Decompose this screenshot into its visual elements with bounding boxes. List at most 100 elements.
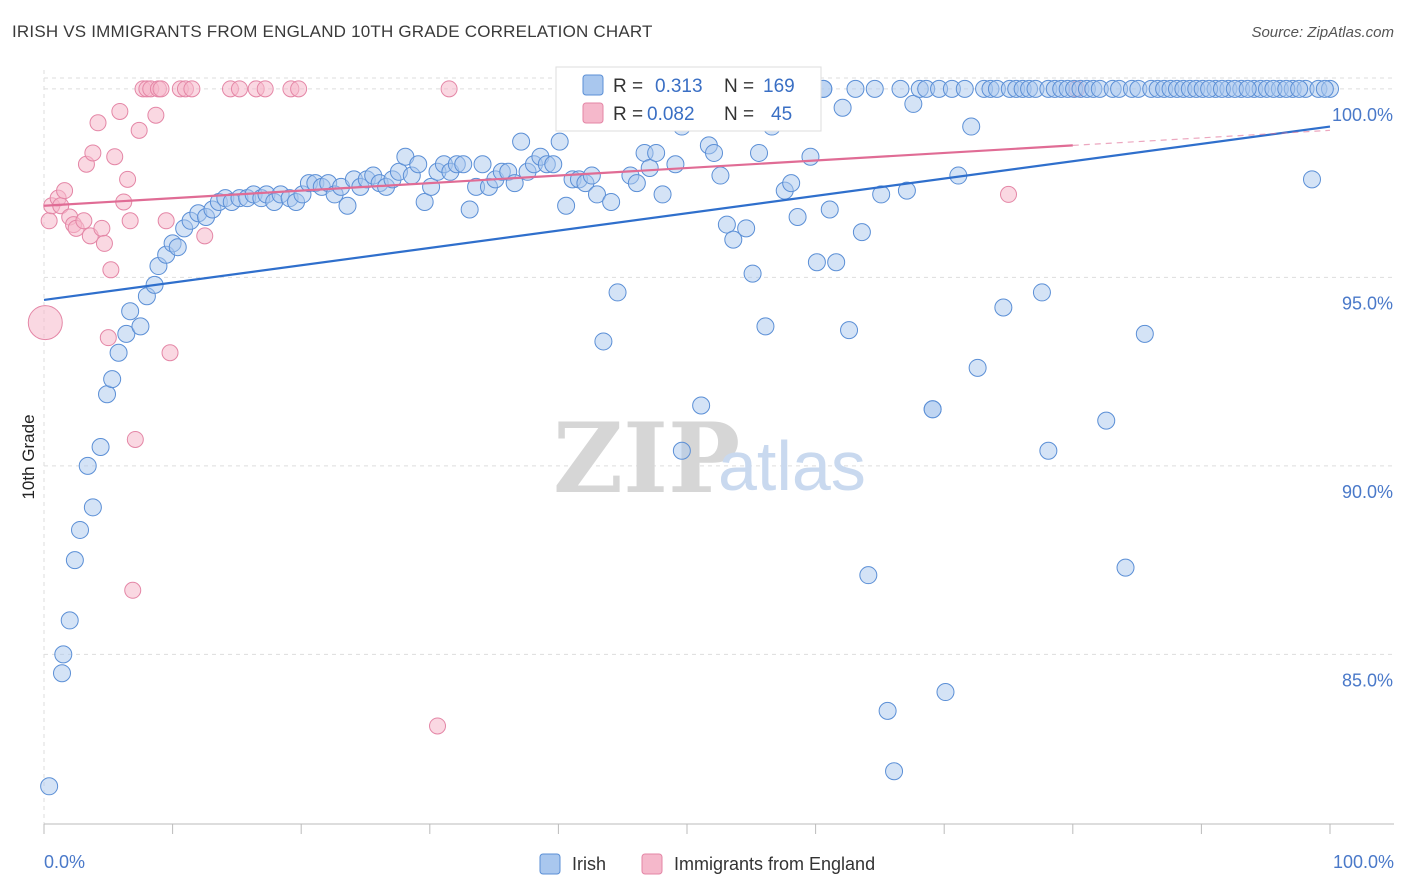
- england-point[interactable]: [290, 80, 308, 98]
- irish-point[interactable]: [788, 208, 807, 227]
- legend-england-swatch[interactable]: [641, 853, 663, 875]
- irish-point[interactable]: [756, 317, 775, 336]
- irish-point[interactable]: [1032, 283, 1051, 302]
- irish-point[interactable]: [885, 762, 904, 781]
- irish-point[interactable]: [647, 143, 666, 162]
- england-point[interactable]: [126, 430, 144, 448]
- irish-point[interactable]: [460, 200, 479, 219]
- england-point[interactable]: [93, 219, 111, 237]
- england-point[interactable]: [1000, 185, 1017, 203]
- irish-point[interactable]: [512, 132, 531, 151]
- england-point[interactable]: [106, 148, 124, 166]
- irish-point[interactable]: [640, 159, 659, 178]
- england-point[interactable]: [196, 227, 214, 245]
- irish-point[interactable]: [473, 155, 492, 174]
- irish-point[interactable]: [454, 155, 473, 174]
- irish-point[interactable]: [1097, 411, 1116, 430]
- irish-point[interactable]: [557, 196, 576, 215]
- irish-point[interactable]: [83, 498, 102, 517]
- irish-point[interactable]: [65, 551, 84, 570]
- irish-point[interactable]: [705, 143, 724, 162]
- legend-irish-swatch[interactable]: [539, 853, 561, 875]
- irish-point[interactable]: [891, 79, 910, 98]
- england-point[interactable]: [152, 80, 170, 98]
- irish-point[interactable]: [109, 343, 128, 362]
- irish-point[interactable]: [78, 456, 97, 475]
- irish-point[interactable]: [582, 166, 601, 185]
- irish-point[interactable]: [98, 385, 117, 404]
- irish-point[interactable]: [121, 302, 140, 321]
- irish-point[interactable]: [840, 321, 859, 340]
- irish-point[interactable]: [807, 253, 826, 272]
- irish-point[interactable]: [962, 117, 981, 136]
- irish-point[interactable]: [872, 185, 891, 204]
- england-point[interactable]: [124, 581, 142, 599]
- england-point[interactable]: [157, 212, 175, 230]
- irish-point[interactable]: [692, 396, 711, 415]
- irish-point[interactable]: [820, 200, 839, 219]
- irish-point[interactable]: [994, 298, 1013, 317]
- england-point[interactable]: [183, 80, 201, 98]
- irish-point[interactable]: [54, 645, 73, 664]
- irish-point[interactable]: [801, 147, 820, 166]
- england-point[interactable]: [89, 114, 107, 132]
- irish-point[interactable]: [750, 143, 769, 162]
- irish-point[interactable]: [833, 98, 852, 117]
- irish-point[interactable]: [827, 253, 846, 272]
- irish-point[interactable]: [782, 174, 801, 193]
- irish-point[interactable]: [852, 223, 871, 242]
- england-point[interactable]: [230, 80, 248, 98]
- england-point[interactable]: [147, 106, 165, 124]
- irish-point[interactable]: [409, 155, 428, 174]
- irish-point[interactable]: [846, 79, 865, 98]
- irish-point[interactable]: [338, 196, 357, 215]
- irish-point[interactable]: [594, 332, 613, 351]
- england-point[interactable]: [119, 170, 137, 188]
- irish-point[interactable]: [672, 441, 691, 460]
- irish-point[interactable]: [711, 166, 730, 185]
- irish-point[interactable]: [544, 155, 563, 174]
- irish-point[interactable]: [550, 132, 569, 151]
- irish-point[interactable]: [131, 317, 150, 336]
- irish-point[interactable]: [717, 215, 736, 234]
- irish-point[interactable]: [1238, 79, 1257, 98]
- england-point[interactable]: [111, 102, 129, 120]
- irish-point[interactable]: [627, 174, 646, 193]
- england-point[interactable]: [440, 80, 458, 98]
- legend-england-label[interactable]: Immigrants from England: [674, 854, 875, 874]
- irish-point[interactable]: [168, 238, 187, 257]
- england-point[interactable]: [84, 144, 102, 162]
- irish-point[interactable]: [865, 79, 884, 98]
- irish-point[interactable]: [1039, 441, 1058, 460]
- irish-point[interactable]: [955, 79, 974, 98]
- irish-point[interactable]: [415, 192, 434, 211]
- irish-point[interactable]: [117, 324, 136, 343]
- irish-point[interactable]: [587, 185, 606, 204]
- irish-point[interactable]: [602, 192, 621, 211]
- england-point[interactable]: [95, 234, 113, 252]
- irish-point[interactable]: [923, 400, 942, 419]
- legend-irish-label[interactable]: Irish: [572, 854, 606, 874]
- irish-point[interactable]: [936, 683, 955, 702]
- irish-point[interactable]: [103, 370, 122, 389]
- irish-point[interactable]: [422, 177, 441, 196]
- england-point[interactable]: [99, 329, 117, 347]
- irish-point[interactable]: [1290, 79, 1309, 98]
- irish-point[interactable]: [1135, 324, 1154, 343]
- irish-point[interactable]: [968, 358, 987, 377]
- irish-point[interactable]: [666, 155, 685, 174]
- irish-point[interactable]: [743, 264, 762, 283]
- irish-point[interactable]: [904, 94, 923, 113]
- england-point[interactable]: [121, 212, 139, 230]
- irish-point[interactable]: [1116, 558, 1135, 577]
- irish-point[interactable]: [40, 777, 59, 796]
- irish-point[interactable]: [653, 185, 672, 204]
- irish-point[interactable]: [859, 566, 878, 585]
- irish-point[interactable]: [608, 283, 627, 302]
- england-point[interactable]: [102, 261, 120, 279]
- england-point[interactable]: [75, 212, 93, 230]
- irish-point[interactable]: [878, 701, 897, 720]
- england-point[interactable]: [256, 80, 274, 98]
- irish-point[interactable]: [53, 664, 72, 683]
- irish-point[interactable]: [71, 520, 90, 539]
